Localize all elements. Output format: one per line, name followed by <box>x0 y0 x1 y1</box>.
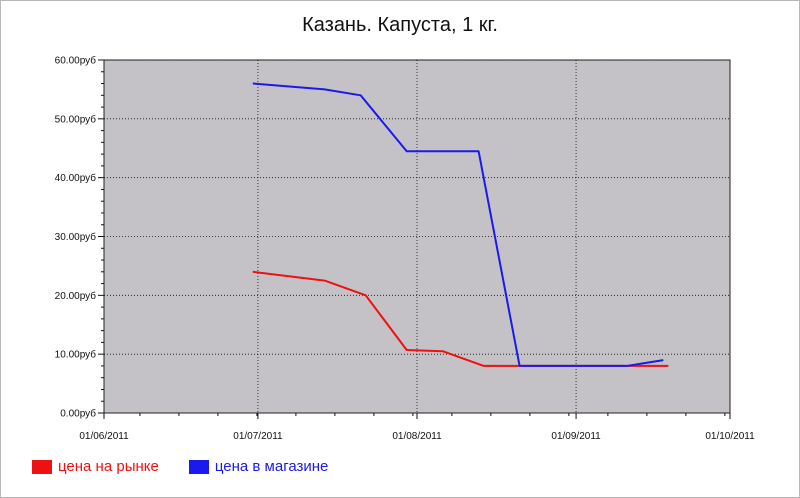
y-tick-label: 30.00руб <box>55 231 97 243</box>
legend-swatch-market <box>32 459 52 474</box>
x-tick-label: 01/07/2011 <box>233 431 283 442</box>
series-line-store <box>252 82 664 367</box>
y-tick-label: 60.00руб <box>55 55 97 67</box>
x-tick-label: 01/09/2011 <box>551 431 601 442</box>
legend-label-store: цена в магазине <box>214 458 329 475</box>
y-tick-label: 10.00руб <box>55 349 97 361</box>
chart-title: Казань. Капуста, 1 кг. <box>302 14 498 36</box>
x-tick-label: 01/10/2011 <box>705 431 755 442</box>
legend: цена на рынке цена в магазине <box>32 458 328 475</box>
y-tick-label: 50.00руб <box>55 113 97 125</box>
x-tick-label: 01/06/2011 <box>79 431 129 442</box>
x-tick-label: 01/08/2011 <box>392 431 442 442</box>
legend-label-market: цена на рынке <box>58 458 159 475</box>
y-tick-label: 0.00руб <box>60 408 96 420</box>
y-tick-label: 40.00руб <box>55 172 97 184</box>
legend-swatch-store <box>188 459 209 474</box>
y-tick-label: 20.00руб <box>55 290 97 302</box>
